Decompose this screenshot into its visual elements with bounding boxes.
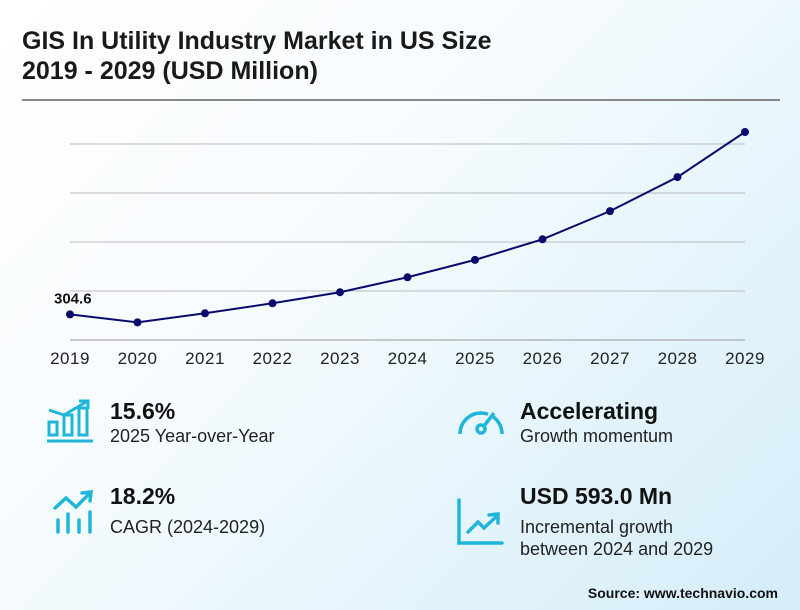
x-tick-label: 2020 xyxy=(118,349,158,368)
data-point-2021 xyxy=(201,309,209,318)
data-point-2023 xyxy=(336,288,344,297)
x-tick-label: 2024 xyxy=(388,349,428,368)
data-point-2029 xyxy=(741,127,749,136)
data-point-2028 xyxy=(673,173,682,182)
source-note: Source: www.technavio.com xyxy=(587,585,778,601)
stat-incremental: USD 593.0 Mn Incremental growth between … xyxy=(520,483,714,559)
series-line xyxy=(69,131,746,324)
data-point-2020 xyxy=(133,318,142,327)
x-tick-label: 2026 xyxy=(523,349,563,368)
stat-yoy: 15.6% 2025 Year-over-Year xyxy=(110,398,275,446)
data-label: 304.6 xyxy=(54,290,92,307)
title-divider xyxy=(22,99,780,101)
bar-chart-growth-icon xyxy=(47,399,93,443)
data-point-2022 xyxy=(268,299,277,308)
x-tick-label: 2027 xyxy=(590,349,630,368)
data-point-2019 xyxy=(66,310,74,319)
x-tick-label: 2025 xyxy=(455,349,495,368)
page-title: GIS In Utility Industry Market in US Siz… xyxy=(22,27,492,85)
x-tick-label: 2021 xyxy=(185,349,225,368)
line-chart-icon xyxy=(457,498,504,545)
stat-cagr: 18.2% CAGR (2024-2029) xyxy=(110,483,266,537)
x-tick-label: 2022 xyxy=(253,349,293,368)
line-chart: 2019 2020 2021 2022 2023 2024 2025 2026 2027 2028… xyxy=(50,127,765,368)
speedometer-icon xyxy=(458,411,504,435)
stat-momentum: Accelerating Growth momentum xyxy=(520,398,674,446)
x-tick-label: 2023 xyxy=(320,349,360,368)
data-point-2026 xyxy=(538,235,547,244)
trend-bars-icon xyxy=(53,490,93,534)
data-point-2024 xyxy=(403,273,412,282)
x-tick-label: 2028 xyxy=(658,349,698,368)
data-point-2027 xyxy=(606,207,614,216)
data-point-2025 xyxy=(471,255,479,264)
x-tick-label: 2019 xyxy=(50,349,90,368)
x-tick-label: 2029 xyxy=(725,349,765,368)
